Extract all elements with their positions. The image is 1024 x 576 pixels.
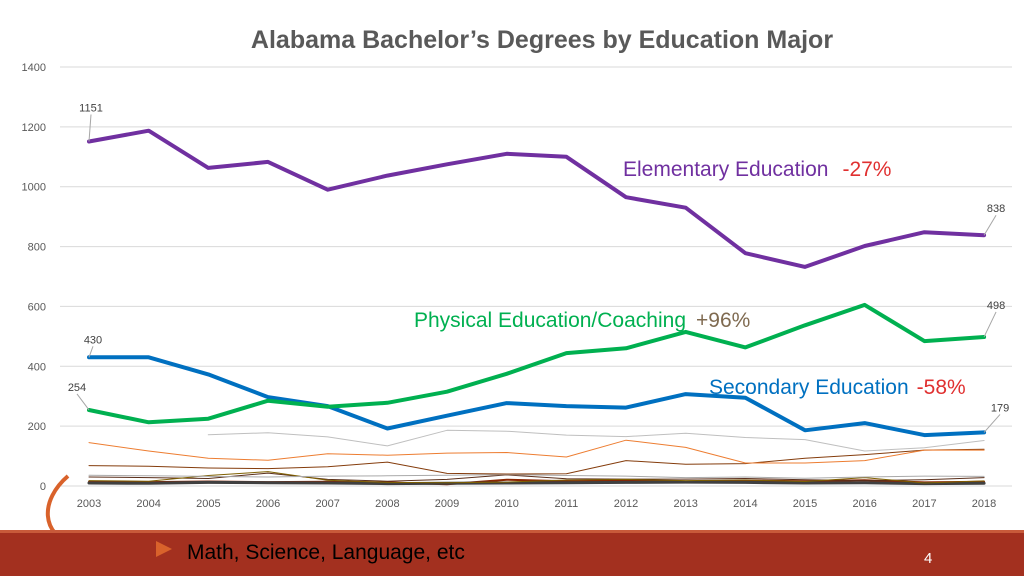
annotation-physical: Physical Education/Coaching +96% [414, 309, 750, 332]
annotation-secondary-label: Secondary Education [709, 376, 909, 399]
data-label: 254 [68, 382, 86, 394]
page-number: 4 [924, 550, 933, 567]
grid [60, 66, 1012, 487]
x-tick-label: 2016 [852, 498, 876, 510]
series-line-3 [207, 429, 985, 452]
data-label: 430 [84, 334, 102, 346]
series-line-1 [87, 302, 987, 425]
footer-divider [0, 530, 1024, 533]
data-label: 179 [991, 402, 1009, 414]
y-tick-label: 600 [28, 301, 46, 313]
x-tick-label: 2011 [555, 498, 579, 510]
annotation-physical-change: +96% [696, 309, 750, 332]
x-tick-label: 2007 [315, 498, 339, 510]
data-label: 498 [987, 300, 1005, 312]
x-tick-label: 2015 [793, 498, 817, 510]
series-line-9 [87, 480, 986, 486]
annotation-physical-label: Physical Education/Coaching [414, 309, 686, 332]
x-tick-label: 2009 [435, 498, 459, 510]
annotation-elementary-label: Elementary Education [623, 158, 828, 181]
annotation-elementary: Elementary Education -27% [623, 158, 891, 181]
data-label-leader [983, 311, 997, 338]
data-label-leader [76, 393, 90, 411]
series-line-8 [88, 472, 985, 482]
x-tick-label: 2017 [912, 498, 936, 510]
x-tick-label: 2018 [972, 498, 996, 510]
data-label-leader [983, 214, 997, 236]
x-tick-label: 2006 [256, 498, 280, 510]
data-label: 1151 [79, 103, 103, 115]
y-axis: 0 200 400 600 800 1000 1200 1400 [22, 62, 46, 493]
x-tick-label: 2010 [494, 498, 518, 510]
x-axis: 2003 2004 2005 2006 2007 2008 2009 2010 2011 2012… [77, 498, 997, 510]
footer-caption: Math, Science, Language, etc [187, 541, 465, 564]
y-tick-label: 1400 [22, 62, 46, 74]
x-tick-label: 2004 [136, 498, 160, 510]
x-tick-label: 2005 [196, 498, 220, 510]
series-line-6 [88, 474, 985, 479]
series-line-2 [87, 355, 987, 438]
y-tick-label: 400 [28, 361, 46, 373]
footer-bar [0, 533, 1024, 576]
annotation-elementary-change: -27% [842, 158, 891, 181]
chart-title: Alabama Bachelor’s Degrees by Education … [251, 26, 833, 54]
data-label-leader [88, 114, 92, 142]
data-label-leader [983, 414, 1001, 433]
y-tick-label: 800 [28, 242, 46, 254]
series-line-5 [88, 448, 985, 475]
x-tick-label: 2013 [673, 498, 697, 510]
annotation-secondary: Secondary Education -58% [709, 376, 966, 399]
data-label: 838 [987, 203, 1005, 215]
x-tick-label: 2008 [375, 498, 399, 510]
series-line-7 [88, 471, 985, 484]
arrow-head-icon [156, 541, 172, 557]
series-lines [87, 128, 987, 486]
series-line-4 [88, 439, 985, 464]
x-tick-label: 2014 [733, 498, 757, 510]
annotation-secondary-change: -58% [917, 376, 966, 399]
y-tick-label: 0 [40, 481, 46, 493]
y-tick-label: 1200 [22, 122, 46, 134]
x-tick-label: 2012 [614, 498, 638, 510]
data-labels: 1151 838 430 254 498 179 [68, 103, 1009, 433]
series-line-0 [87, 128, 987, 269]
data-label-leader [88, 346, 94, 358]
y-tick-label: 200 [28, 421, 46, 433]
y-tick-label: 1000 [22, 182, 46, 194]
x-tick-label: 2003 [77, 498, 101, 510]
